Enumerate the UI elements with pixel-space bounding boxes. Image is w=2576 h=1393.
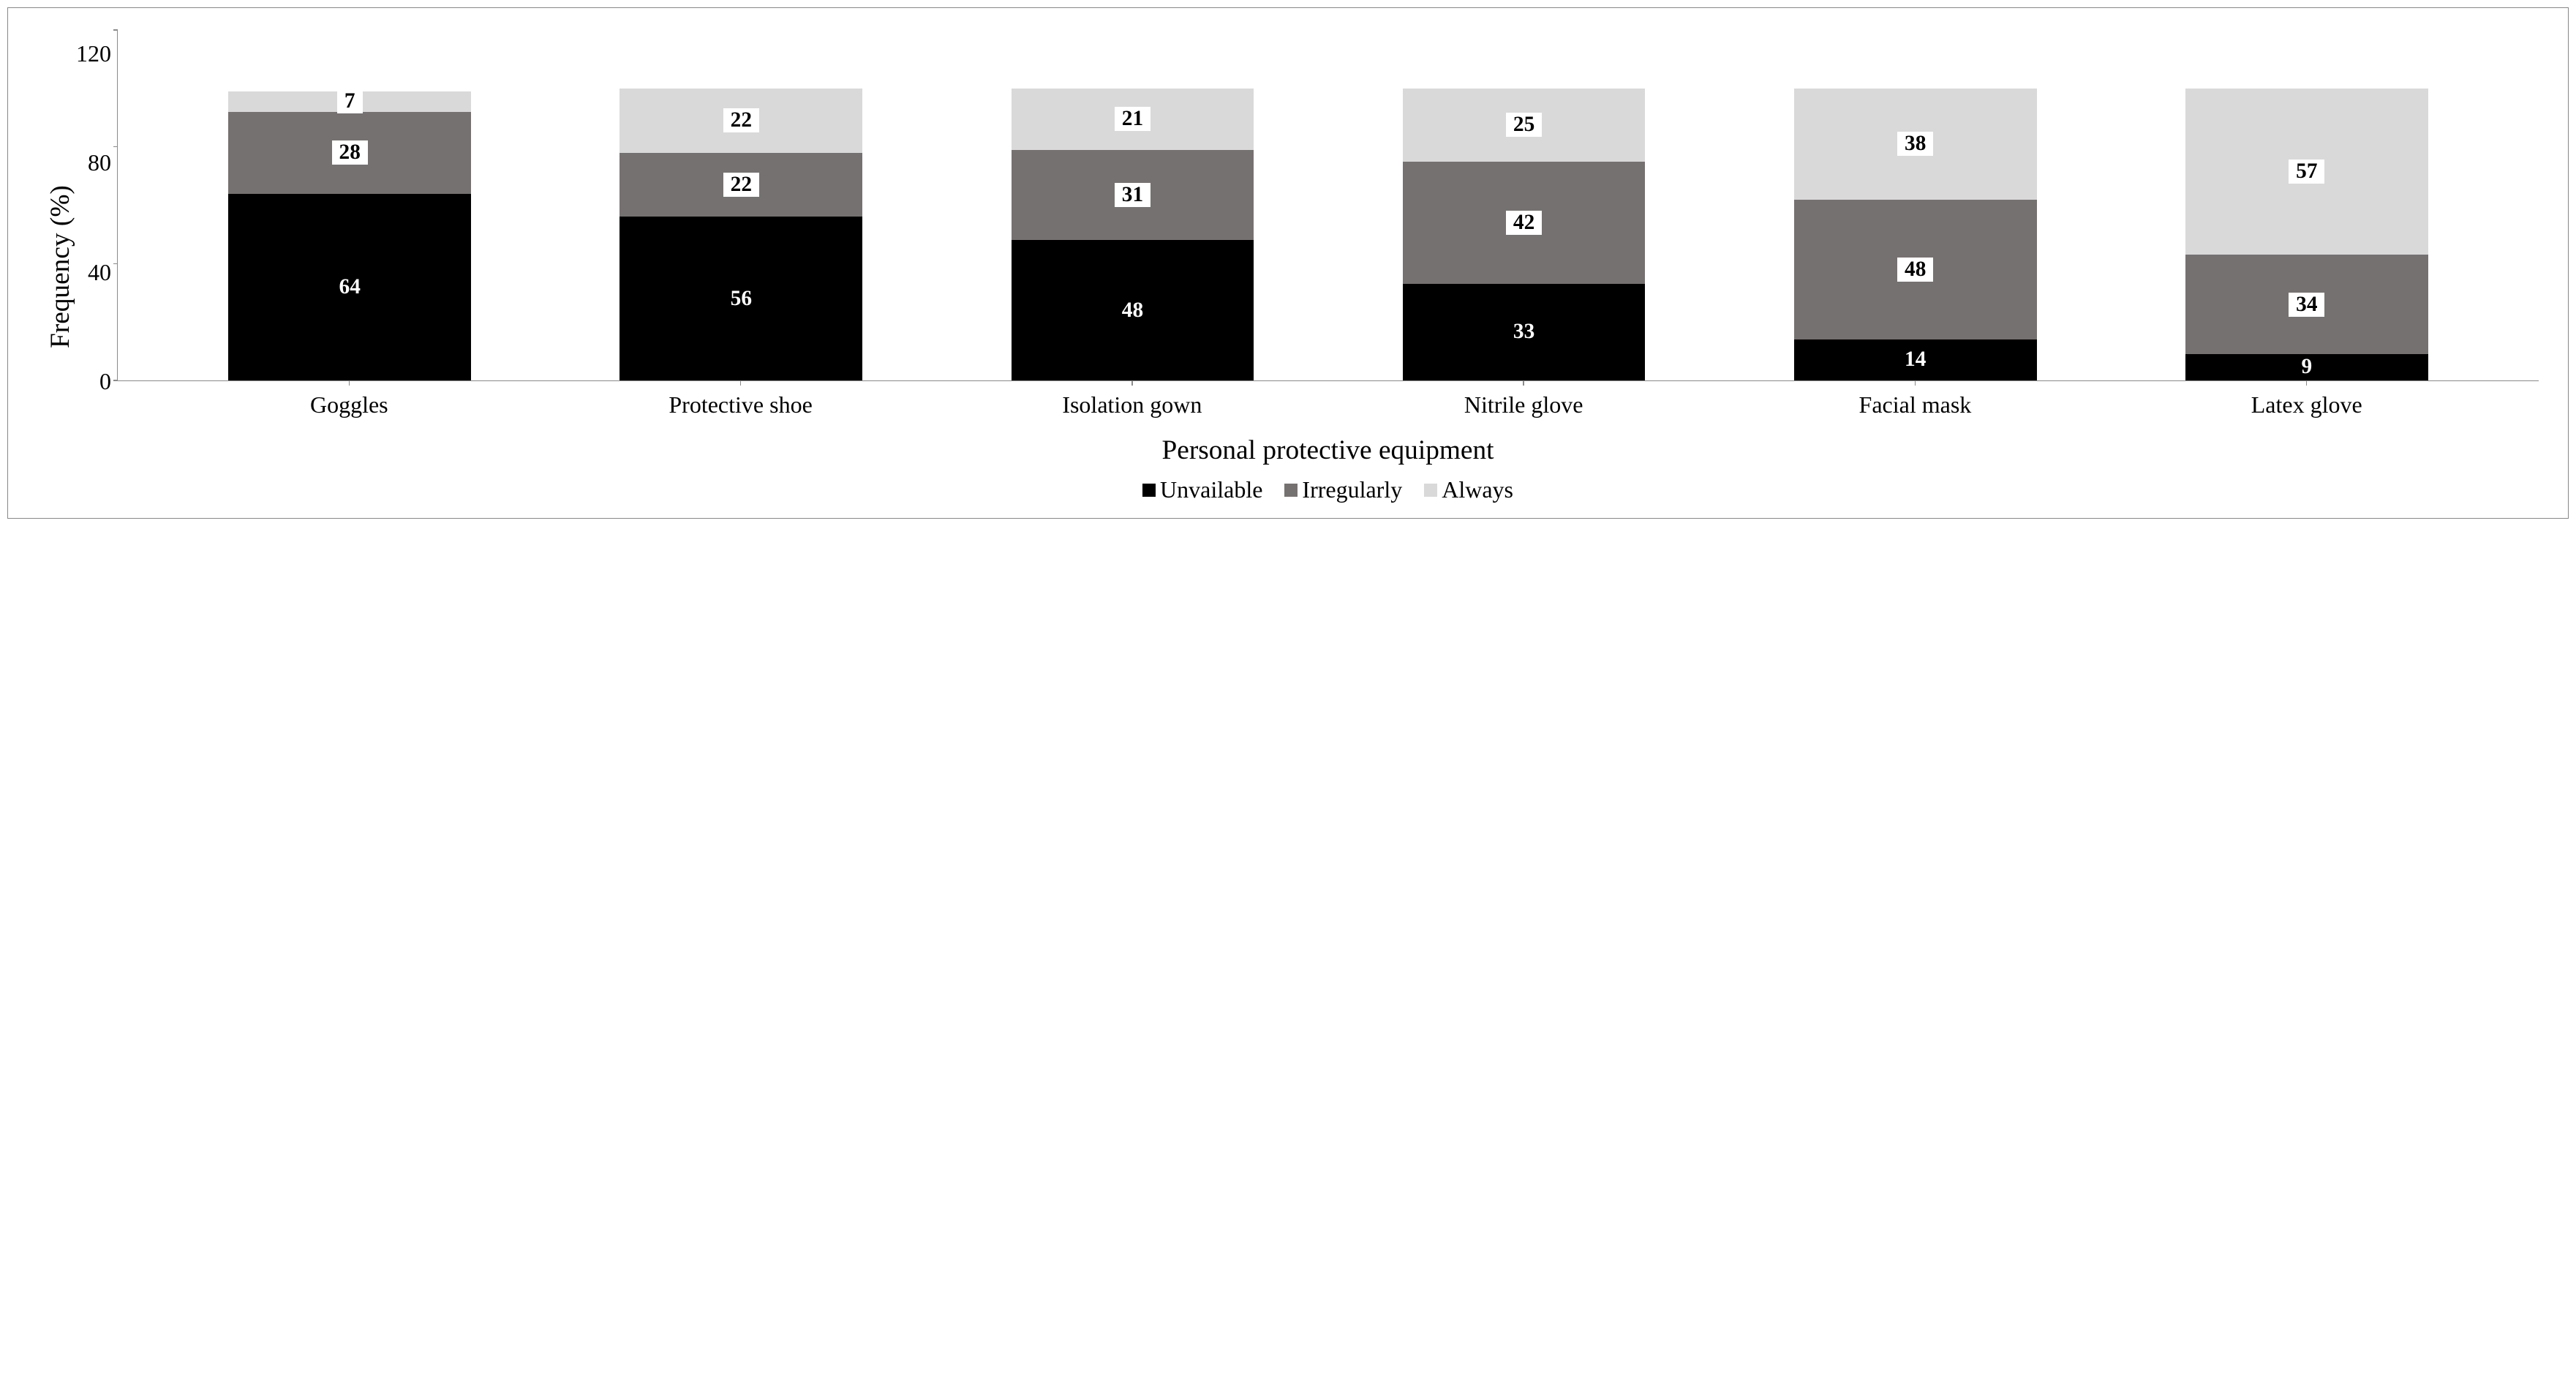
legend-item: Irregularly xyxy=(1284,476,1402,503)
y-axis-title-text: Frequency (%) xyxy=(45,185,76,348)
legend-item: Always xyxy=(1424,476,1513,503)
legend-label: Unvailable xyxy=(1160,476,1262,503)
bar-segment-label: 14 xyxy=(1897,348,1933,372)
bar-segment-unavailable: 9 xyxy=(2185,354,2428,380)
bar-segment-unavailable: 33 xyxy=(1403,284,1646,380)
bar-slot: 33 42 25 xyxy=(1328,30,1720,380)
legend-label: Always xyxy=(1442,476,1513,503)
bar-segment-irregularly: 34 xyxy=(2185,255,2428,354)
y-tick-label: 80 xyxy=(88,151,111,174)
bar-segment-label: 34 xyxy=(2289,293,2324,317)
bar-segment-label: 48 xyxy=(1897,258,1933,282)
bars-row: 64 28 7 56 22 22 48 31 21 33 42 25 14 48 38 9 34 57 xyxy=(118,30,2539,380)
bar-segment-label: 7 xyxy=(337,89,363,113)
x-axis-title: Personal protective equipment xyxy=(117,418,2539,466)
bar-segment-label: 9 xyxy=(2294,355,2319,379)
x-tick-mark xyxy=(1131,381,1133,386)
bar-segment-label: 42 xyxy=(1506,211,1542,235)
bar-segment-label: 21 xyxy=(1115,107,1150,131)
bar-segment-always: 21 xyxy=(1012,89,1254,150)
bar-segment-always: 25 xyxy=(1403,89,1646,162)
bar-segment-label: 33 xyxy=(1506,320,1542,344)
chart-frame: Frequency (%) 120 80 40 0 64 28 7 56 22 22 48 31 21… xyxy=(7,7,2569,519)
x-axis-labels: GogglesProtective shoeIsolation gownNitr… xyxy=(117,386,2539,418)
bar-segment-label: 31 xyxy=(1115,183,1150,207)
bar-segment-always: 22 xyxy=(619,89,862,153)
y-tick-label: 0 xyxy=(99,369,111,393)
x-axis-label: Protective shoe xyxy=(545,391,936,418)
bar-segment-irregularly: 31 xyxy=(1012,150,1254,241)
x-tick-marks xyxy=(117,381,2539,386)
bar-segment-always: 38 xyxy=(1794,89,2037,200)
bar-segment-unavailable: 14 xyxy=(1794,339,2037,380)
y-tick-label: 40 xyxy=(88,260,111,284)
plot-wrapper: 64 28 7 56 22 22 48 31 21 33 42 25 14 48 38 9 34 57 Goggl… xyxy=(117,30,2539,503)
x-tick-mark xyxy=(1915,381,1916,386)
chart-body: Frequency (%) 120 80 40 0 64 28 7 56 22 22 48 31 21… xyxy=(37,30,2539,503)
x-axis-label: Latex glove xyxy=(2111,391,2502,418)
x-axis-label: Nitrile glove xyxy=(1328,391,1720,418)
x-axis-label: Facial mask xyxy=(1720,391,2111,418)
bar: 14 48 38 xyxy=(1794,89,2037,380)
bar-segment-always: 57 xyxy=(2185,89,2428,255)
bar: 33 42 25 xyxy=(1403,89,1646,380)
bar-segment-label: 22 xyxy=(723,173,759,197)
y-tick-label: 120 xyxy=(76,42,111,65)
bar-segment-label: 64 xyxy=(332,275,368,299)
bar: 64 28 7 xyxy=(228,91,471,380)
bar-segment-label: 22 xyxy=(723,108,759,132)
y-axis-tick-labels: 12080400 xyxy=(76,30,117,381)
legend-swatch xyxy=(1142,484,1156,497)
bar-slot: 9 34 57 xyxy=(2111,30,2502,380)
x-axis-title-text: Personal protective equipment xyxy=(1161,435,1494,465)
x-axis-label: Isolation gown xyxy=(936,391,1327,418)
bar-segment-irregularly: 22 xyxy=(619,153,862,217)
legend-swatch xyxy=(1424,484,1437,497)
bar-slot: 64 28 7 xyxy=(154,30,546,380)
x-tick-mark xyxy=(740,381,742,386)
bar-segment-unavailable: 64 xyxy=(228,194,471,380)
bar-segment-irregularly: 42 xyxy=(1403,162,1646,285)
bar-slot: 48 31 21 xyxy=(937,30,1328,380)
bar-slot: 56 22 22 xyxy=(546,30,937,380)
bar-segment-irregularly: 48 xyxy=(1794,200,2037,340)
bar-segment-unavailable: 48 xyxy=(1012,240,1254,380)
bar-segment-label: 56 xyxy=(723,287,759,311)
bar-slot: 14 48 38 xyxy=(1720,30,2111,380)
bar-segment-label: 38 xyxy=(1897,132,1933,156)
x-tick-mark xyxy=(2306,381,2308,386)
plot-area: 64 28 7 56 22 22 48 31 21 33 42 25 14 48 38 9 34 57 xyxy=(117,30,2539,381)
legend-label: Irregularly xyxy=(1302,476,1402,503)
bar: 56 22 22 xyxy=(619,89,862,380)
x-axis-label: Goggles xyxy=(154,391,545,418)
bar-segment-irregularly: 28 xyxy=(228,112,471,194)
bar-segment-always: 7 xyxy=(228,91,471,112)
x-tick-mark xyxy=(1523,381,1524,386)
bar-segment-unavailable: 56 xyxy=(619,217,862,380)
bar-segment-label: 57 xyxy=(2289,159,2324,184)
legend-item: Unvailable xyxy=(1142,476,1262,503)
y-axis-title: Frequency (%) xyxy=(37,30,76,503)
bar-segment-label: 48 xyxy=(1115,298,1150,323)
legend: Unvailable Irregularly Always xyxy=(117,466,2539,503)
x-tick-mark xyxy=(349,381,350,386)
bar-segment-label: 25 xyxy=(1506,113,1542,137)
legend-swatch xyxy=(1284,484,1298,497)
bar: 48 31 21 xyxy=(1012,89,1254,380)
bar-segment-label: 28 xyxy=(332,140,368,165)
bar: 9 34 57 xyxy=(2185,89,2428,380)
